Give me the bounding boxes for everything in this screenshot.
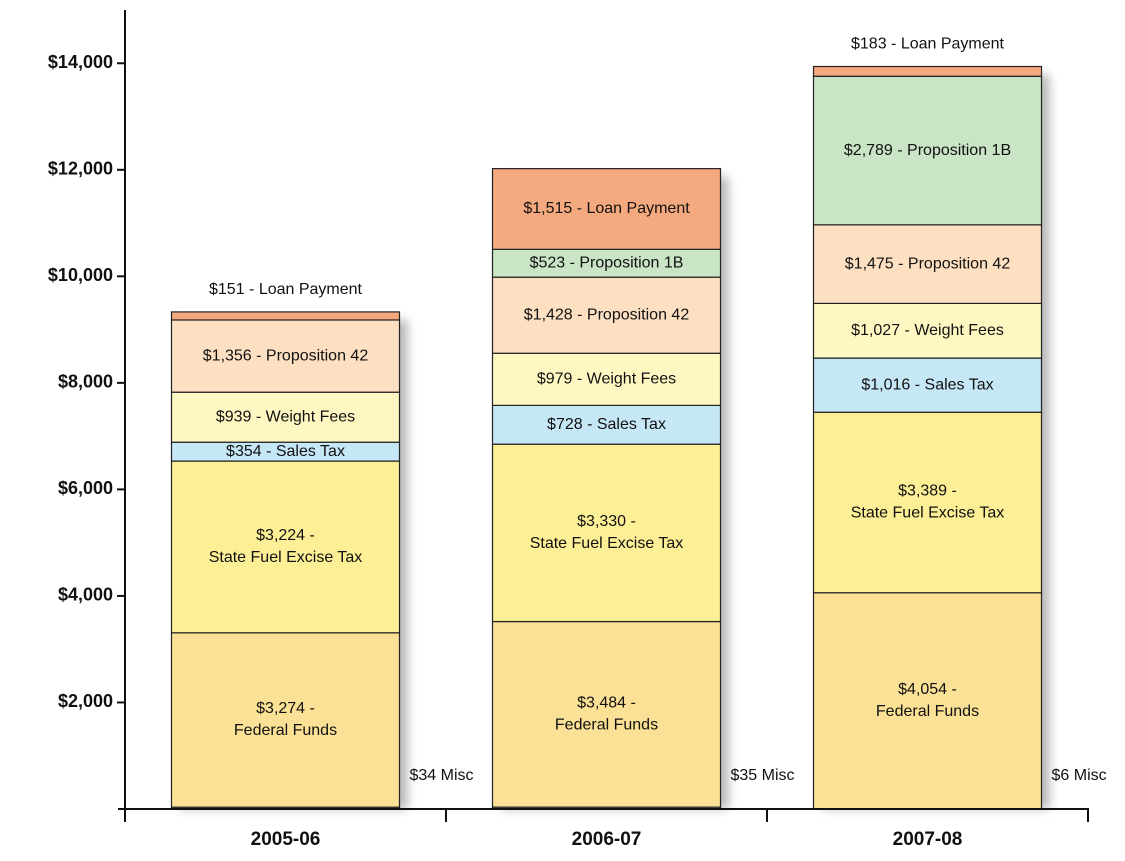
- data-label: $34 Misc: [410, 767, 474, 784]
- data-label: $3,274 -: [256, 700, 315, 717]
- y-tick-label: $2,000: [58, 691, 113, 711]
- data-label: $979 - Weight Fees: [537, 371, 676, 388]
- data-label: $151 - Loan Payment: [209, 281, 363, 298]
- y-tick-label: $8,000: [58, 372, 113, 392]
- x-tick-label: 2005-06: [251, 829, 321, 850]
- bar-segment: [172, 461, 400, 633]
- y-tick-label: $14,000: [48, 52, 113, 72]
- bar-segment: [172, 312, 400, 320]
- data-label: State Fuel Excise Tax: [530, 535, 684, 552]
- data-label: $1,356 - Proposition 42: [203, 347, 369, 364]
- data-label: $1,475 - Proposition 42: [845, 255, 1011, 272]
- data-label: $1,016 - Sales Tax: [861, 376, 993, 393]
- data-label: $728 - Sales Tax: [547, 416, 666, 433]
- data-label: $3,389 -: [898, 483, 957, 500]
- bar-segment: [814, 412, 1042, 593]
- data-label: $1,027 - Weight Fees: [851, 322, 1004, 339]
- data-label: $2,789 - Proposition 1B: [844, 142, 1011, 159]
- data-label: $3,484 -: [577, 695, 636, 712]
- data-label: $354 - Sales Tax: [226, 443, 345, 460]
- bar-segment: [172, 633, 400, 807]
- data-label: $1,428 - Proposition 42: [524, 306, 690, 323]
- data-label: Federal Funds: [876, 703, 979, 720]
- data-label: $939 - Weight Fees: [216, 408, 355, 425]
- data-label: $523 - Proposition 1B: [530, 254, 684, 271]
- x-tick-label: 2007-08: [893, 829, 963, 850]
- data-label: $4,054 -: [898, 681, 957, 698]
- bar-segment: [493, 622, 721, 808]
- data-label: $3,330 -: [577, 513, 636, 530]
- data-label: $35 Misc: [731, 767, 795, 784]
- data-label: $1,515 - Loan Payment: [523, 200, 690, 217]
- data-label: State Fuel Excise Tax: [851, 505, 1005, 522]
- x-tick-label: 2006-07: [572, 829, 642, 850]
- data-label: $3,224 -: [256, 527, 315, 544]
- data-label: State Fuel Excise Tax: [209, 549, 363, 566]
- data-label: Federal Funds: [234, 722, 337, 739]
- bar-segment: [493, 444, 721, 621]
- y-tick-label: $4,000: [58, 585, 113, 605]
- y-tick-label: $10,000: [48, 265, 113, 285]
- data-label: $6 Misc: [1052, 767, 1107, 784]
- data-label: $183 - Loan Payment: [851, 36, 1005, 53]
- bar-segment: [814, 67, 1042, 77]
- data-label: Federal Funds: [555, 717, 658, 734]
- y-tick-label: $6,000: [58, 478, 113, 498]
- y-tick-label: $12,000: [48, 159, 113, 179]
- bar-segment: [814, 593, 1042, 809]
